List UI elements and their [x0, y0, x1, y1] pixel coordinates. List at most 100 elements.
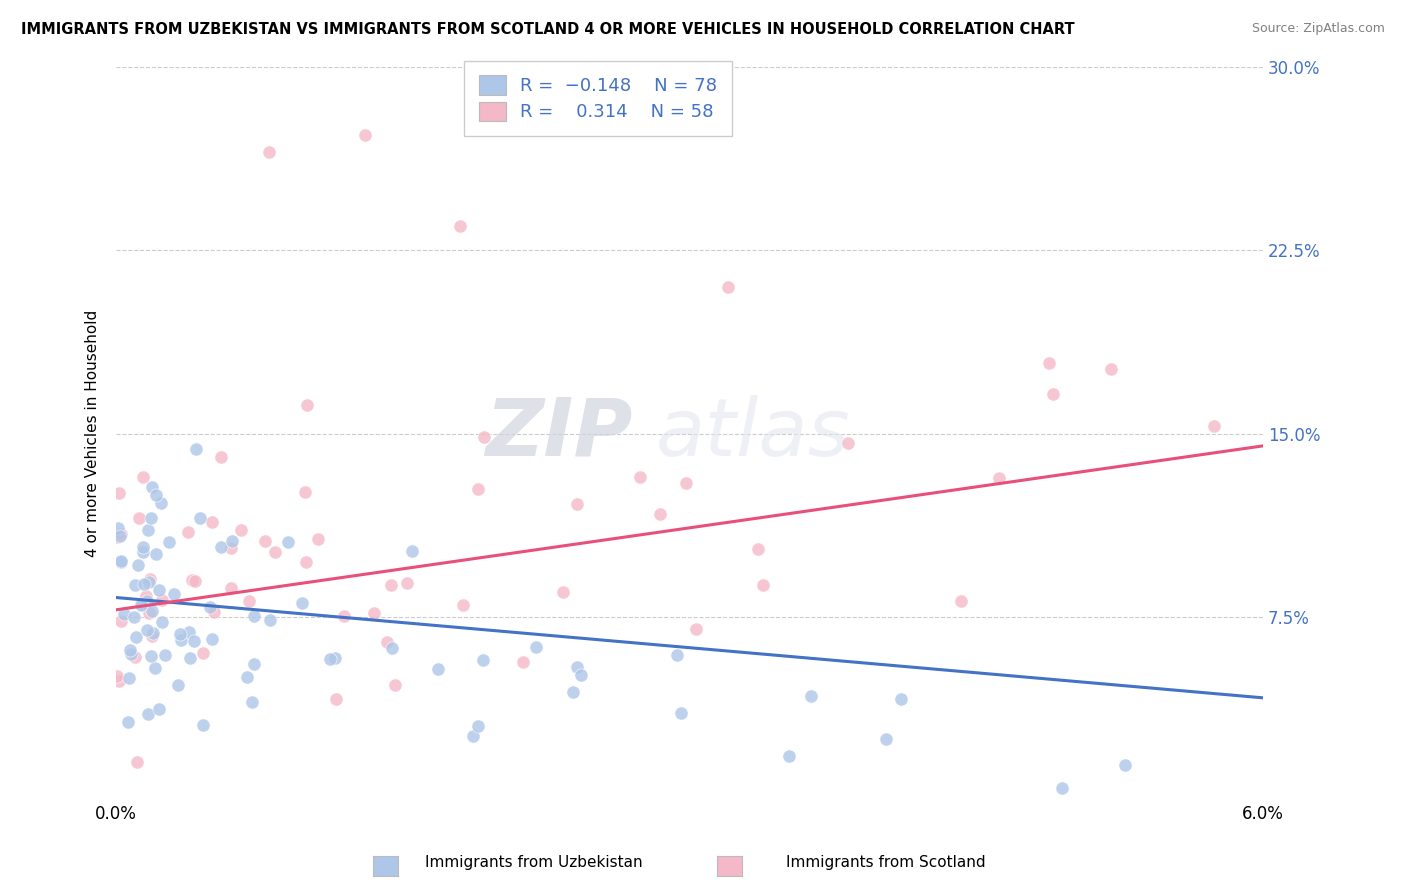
- Point: [169, 627, 191, 641]
- Point: [108, 673, 131, 688]
- Point: [201, 515, 224, 529]
- Point: [105, 530, 128, 544]
- Point: [122, 609, 145, 624]
- Point: [124, 650, 146, 665]
- Point: [179, 650, 201, 665]
- Point: [153, 648, 176, 662]
- Point: [114, 607, 136, 621]
- Point: [363, 606, 385, 620]
- Point: [395, 575, 418, 590]
- Point: [143, 661, 166, 675]
- Point: [1050, 781, 1073, 796]
- Point: [778, 748, 800, 763]
- Point: [157, 535, 180, 549]
- Y-axis label: 4 or more Vehicles in Household: 4 or more Vehicles in Household: [86, 310, 100, 558]
- Point: [243, 609, 266, 624]
- Point: [467, 483, 489, 497]
- Point: [132, 577, 155, 591]
- Point: [747, 542, 769, 557]
- Point: [375, 635, 398, 649]
- Point: [800, 689, 823, 703]
- Point: [333, 609, 356, 624]
- Point: [240, 695, 263, 709]
- Point: [569, 668, 592, 682]
- Point: [191, 718, 214, 732]
- Point: [384, 678, 406, 692]
- Point: [325, 692, 347, 706]
- Point: [202, 605, 225, 619]
- Point: [295, 556, 318, 570]
- Point: [294, 485, 316, 500]
- Point: [291, 595, 314, 609]
- Text: Immigrants from Scotland: Immigrants from Scotland: [786, 855, 986, 870]
- Point: [353, 128, 375, 142]
- Point: [451, 598, 474, 612]
- Point: [148, 702, 170, 716]
- Point: [1042, 386, 1064, 401]
- Point: [141, 629, 163, 643]
- Point: [427, 662, 450, 676]
- Point: [152, 592, 174, 607]
- Point: [181, 573, 204, 587]
- Point: [139, 649, 162, 664]
- Point: [717, 280, 740, 294]
- Point: [524, 640, 547, 654]
- Point: [148, 582, 170, 597]
- Point: [323, 651, 346, 665]
- Point: [142, 626, 165, 640]
- Point: [665, 648, 688, 662]
- Point: [110, 526, 132, 541]
- Point: [132, 540, 155, 554]
- Point: [259, 613, 281, 627]
- Point: [118, 671, 141, 685]
- Text: Source: ZipAtlas.com: Source: ZipAtlas.com: [1251, 22, 1385, 36]
- Point: [184, 442, 207, 457]
- Point: [149, 496, 172, 510]
- Point: [837, 436, 859, 450]
- Point: [179, 624, 201, 639]
- Point: [129, 598, 152, 612]
- Point: [949, 593, 972, 607]
- Point: [139, 511, 162, 525]
- Text: IMMIGRANTS FROM UZBEKISTAN VS IMMIGRANTS FROM SCOTLAND 4 OR MORE VEHICLES IN HOU: IMMIGRANTS FROM UZBEKISTAN VS IMMIGRANTS…: [21, 22, 1074, 37]
- Point: [209, 450, 232, 464]
- Legend: R =  −​0.148    N = 78, R =    0.314    N = 58: R = −​0.148 N = 78, R = 0.314 N = 58: [464, 61, 731, 136]
- Point: [198, 600, 221, 615]
- Text: Immigrants from Uzbekistan: Immigrants from Uzbekistan: [426, 855, 643, 870]
- Point: [229, 524, 252, 538]
- Point: [449, 219, 471, 233]
- Point: [461, 729, 484, 743]
- Point: [685, 622, 707, 636]
- Point: [184, 574, 207, 588]
- Point: [125, 631, 148, 645]
- Point: [108, 529, 131, 543]
- Point: [110, 615, 132, 629]
- Point: [136, 706, 159, 721]
- Point: [135, 594, 157, 608]
- Point: [669, 706, 692, 721]
- Point: [183, 634, 205, 648]
- Point: [117, 715, 139, 730]
- Point: [628, 470, 651, 484]
- Point: [1202, 419, 1225, 434]
- Point: [136, 624, 159, 638]
- Point: [136, 523, 159, 537]
- Point: [1099, 362, 1122, 376]
- Point: [166, 678, 188, 692]
- Point: [201, 632, 224, 646]
- Point: [565, 659, 588, 673]
- Point: [243, 657, 266, 672]
- Point: [188, 511, 211, 525]
- Point: [150, 615, 173, 629]
- Point: [236, 670, 259, 684]
- Point: [752, 578, 775, 592]
- Point: [307, 532, 329, 546]
- Point: [163, 587, 186, 601]
- Text: ZIP: ZIP: [485, 394, 633, 473]
- Point: [145, 488, 167, 502]
- Point: [472, 430, 495, 444]
- Point: [890, 691, 912, 706]
- Point: [401, 543, 423, 558]
- Point: [125, 755, 148, 769]
- Point: [221, 533, 243, 548]
